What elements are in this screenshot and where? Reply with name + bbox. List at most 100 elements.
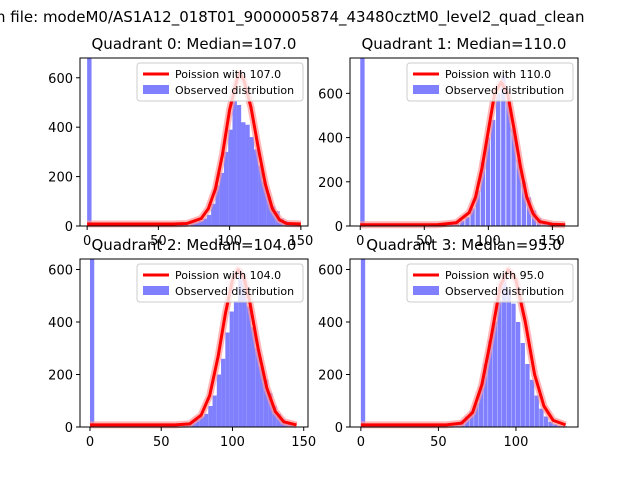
histogram-bar bbox=[478, 387, 484, 427]
histogram-bar bbox=[515, 322, 521, 427]
histogram-bar bbox=[460, 220, 465, 226]
legend: Poission with 95.0 Observed distribution bbox=[406, 263, 574, 303]
y-tick-label: 0 bbox=[335, 220, 343, 235]
histogram-bar bbox=[255, 348, 260, 427]
histogram-bar bbox=[208, 406, 213, 427]
observed-histogram bbox=[360, 259, 567, 427]
x-tick-label: 50 bbox=[153, 435, 170, 450]
histogram-bar bbox=[511, 128, 516, 226]
histogram-bar bbox=[480, 161, 486, 226]
histogram-bar bbox=[225, 332, 230, 427]
x-tick-label: 100 bbox=[476, 234, 501, 249]
legend-swatch-observed bbox=[413, 85, 439, 94]
histogram-bar bbox=[229, 311, 234, 427]
x-tick-label: 0 bbox=[86, 435, 94, 450]
histogram-bar bbox=[266, 196, 272, 226]
y-tick-label: 0 bbox=[65, 220, 73, 235]
subplot-grid: Quadrant 0: Median=107.0 0 50 100 150 0 200 400… bbox=[48, 35, 579, 450]
legend-box bbox=[406, 263, 574, 303]
histogram-bar bbox=[483, 364, 488, 427]
legend-box bbox=[136, 263, 304, 303]
histogram-bar bbox=[242, 280, 247, 427]
axes-frame bbox=[79, 258, 309, 428]
y-tick-label: 600 bbox=[48, 264, 73, 279]
histogram-bar bbox=[497, 301, 502, 427]
histogram-bar bbox=[501, 75, 506, 227]
subplot-q1: Quadrant 1: Median=110.0 0 50 100 150 0 200 400… bbox=[318, 35, 579, 249]
histogram-bar bbox=[516, 159, 521, 226]
legend-swatch-observed bbox=[413, 286, 439, 295]
histogram-bar bbox=[195, 419, 200, 427]
histogram-bar bbox=[199, 416, 204, 427]
histogram-bar bbox=[236, 104, 242, 226]
y-tick-label: 400 bbox=[48, 316, 73, 331]
histogram-bar bbox=[198, 221, 203, 226]
histogram-bar bbox=[520, 343, 525, 427]
histogram-bar bbox=[485, 137, 491, 226]
histogram-bar bbox=[215, 185, 220, 226]
legend: Poission with 110.0 Observed distribution bbox=[406, 62, 574, 102]
histogram-bar bbox=[87, 58, 92, 226]
histogram-bar bbox=[529, 379, 535, 427]
histogram-bar bbox=[238, 269, 243, 427]
subplot-q2: Quadrant 2: Median=104.0 0 50 100 150 0 200 400… bbox=[48, 236, 316, 450]
poisson-curve-glow bbox=[360, 78, 566, 229]
histogram-bar bbox=[259, 366, 264, 427]
histogram-bar bbox=[232, 100, 237, 226]
histogram-bar bbox=[470, 208, 475, 226]
y-tick-label: 600 bbox=[48, 72, 73, 87]
histogram-bar bbox=[262, 181, 267, 226]
x-tick-label: 50 bbox=[416, 234, 433, 249]
figure-suptitle: n file: modeM0/AS1A12_018T01_9000005874_… bbox=[0, 8, 585, 27]
subplot-title: Quadrant 3: Median=95.0 bbox=[366, 236, 561, 254]
histogram-bar bbox=[490, 119, 496, 226]
subplot-title: Quadrant 0: Median=107.0 bbox=[92, 35, 297, 53]
y-tick-label: 0 bbox=[65, 421, 73, 436]
y-tick-label: 200 bbox=[48, 171, 73, 186]
histogram-bar bbox=[258, 165, 263, 226]
histogram-bar bbox=[228, 129, 233, 226]
x-tick-label: 150 bbox=[288, 234, 313, 249]
y-tick-label: 400 bbox=[48, 121, 73, 136]
x-tick-label: 150 bbox=[540, 234, 565, 249]
histogram-bar bbox=[263, 379, 269, 427]
x-tick-label: 0 bbox=[357, 435, 365, 450]
x-tick-label: 150 bbox=[291, 435, 316, 450]
legend-label-poisson: Poission with 104.0 bbox=[175, 269, 281, 282]
y-tick-label: 200 bbox=[48, 369, 73, 384]
histogram-bar bbox=[89, 259, 95, 427]
histogram-bar bbox=[206, 214, 212, 226]
x-tick-label: 100 bbox=[504, 435, 529, 450]
legend-label-observed: Observed distribution bbox=[445, 285, 564, 298]
x-tick-label: 100 bbox=[220, 435, 245, 450]
histogram-bar bbox=[360, 259, 366, 427]
axes-frame bbox=[349, 57, 579, 227]
legend-swatch-observed bbox=[143, 85, 169, 94]
histogram-bar bbox=[233, 301, 239, 427]
histogram-bar bbox=[246, 306, 251, 427]
legend-label-observed: Observed distribution bbox=[175, 84, 294, 97]
observed-histogram bbox=[360, 58, 552, 227]
histogram-bar bbox=[251, 327, 256, 427]
legend-label-poisson: Poission with 107.0 bbox=[175, 68, 281, 81]
histogram-bar bbox=[506, 290, 511, 427]
legend-swatch-observed bbox=[143, 286, 169, 295]
legend-label-observed: Observed distribution bbox=[445, 84, 564, 97]
histogram-bar bbox=[525, 364, 530, 427]
histogram-bar bbox=[502, 280, 507, 427]
x-tick-label: 0 bbox=[356, 234, 364, 249]
histogram-bar bbox=[469, 411, 474, 427]
histogram-bar bbox=[511, 303, 516, 427]
histogram-bar bbox=[543, 416, 549, 427]
observed-histogram bbox=[89, 259, 294, 427]
histogram-bar bbox=[203, 413, 209, 427]
histogram-bar bbox=[249, 137, 254, 226]
histogram-bar bbox=[534, 395, 539, 427]
histogram-bar bbox=[548, 421, 553, 427]
poisson-curve bbox=[360, 80, 566, 227]
subplot-q0: Quadrant 0: Median=107.0 0 50 100 150 0 200 400… bbox=[48, 35, 313, 249]
subplot-title: Quadrant 2: Median=104.0 bbox=[92, 236, 297, 254]
histogram-bar bbox=[212, 395, 217, 427]
histogram-bar bbox=[360, 58, 365, 226]
